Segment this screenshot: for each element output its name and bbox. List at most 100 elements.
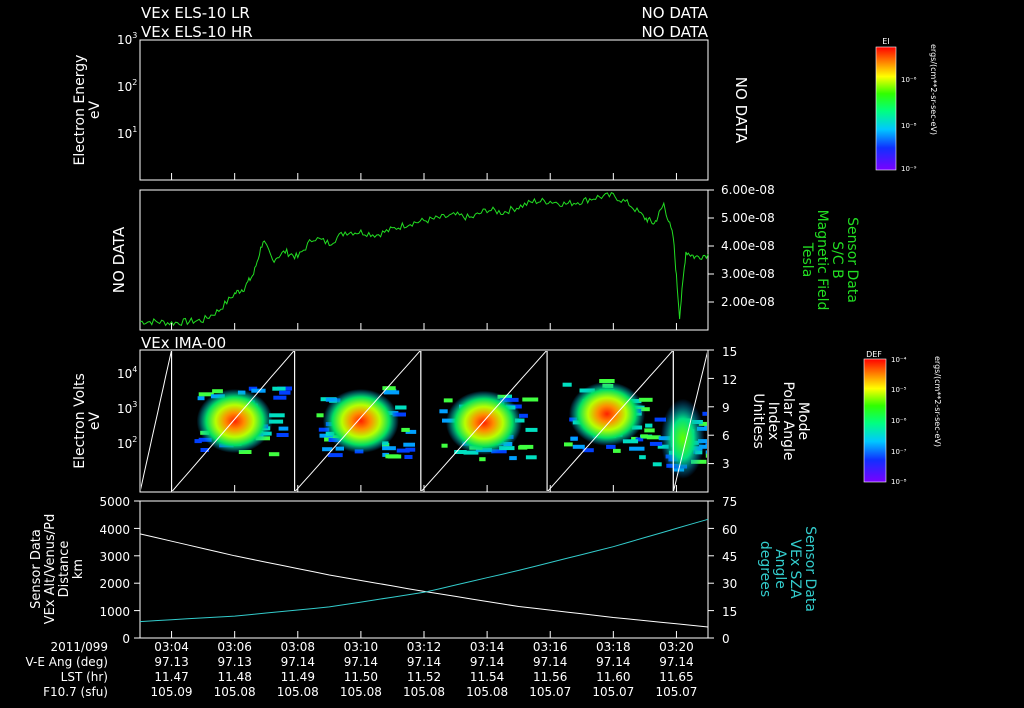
panel2-rlabel-line1: Sensor Data (844, 217, 860, 303)
panel4-rlabel-line3: Angle (772, 549, 788, 589)
footer-row-label: LST (hr) (61, 670, 108, 684)
footer-cell: 105.07 (529, 685, 571, 699)
heatmap-cell (404, 455, 413, 459)
panel1-no-data: NO DATA (732, 77, 750, 144)
heatmap-cell (335, 446, 344, 451)
heatmap-cell (505, 397, 519, 402)
panel1-frame (139, 39, 709, 181)
heatmap-cell (705, 450, 707, 455)
heatmap-cell (441, 443, 448, 448)
heatmap-cell (622, 439, 639, 444)
footer-cell: 11.56 (533, 670, 567, 684)
footer-cell: 105.08 (277, 685, 319, 699)
heatmap-cell (194, 439, 202, 444)
footer-cell: 97.14 (344, 655, 378, 669)
panel2-ytick-4: 4.00e-08 (721, 239, 775, 253)
footer-cell: 03:12 (407, 640, 442, 654)
footer-cell: 97.14 (281, 655, 315, 669)
footer-cell: 11.54 (470, 670, 504, 684)
panel2-rlabel-line3: Magnetic Field (814, 210, 830, 311)
panel4-rlabel-line2: VEx SZA (787, 539, 803, 599)
panel4-ytick-4000: 4000 (99, 523, 130, 537)
heatmap-cell (613, 448, 621, 453)
panel2-yticks: 6.00e-08 5.00e-08 4.00e-08 3.00e-08 2.00… (721, 183, 775, 309)
panel1-ytick-1000: 103 (117, 31, 137, 47)
panel4-ylabel-line1: Sensor Data (29, 529, 44, 609)
footer-cell: 97.14 (407, 655, 441, 669)
heatmap-cell (405, 429, 417, 434)
colorbar2-units: ergs/(cm**2-sr-sec-eV) (933, 356, 942, 447)
panel4-rlabel: Sensor Data VEx SZA Angle degrees (757, 526, 818, 612)
panel4-rtick-60: 60 (722, 523, 737, 537)
heatmap-cell (439, 409, 448, 414)
footer-cell: 11.48 (217, 670, 251, 684)
footer-cell: 11.50 (344, 670, 378, 684)
footer-cell: 105.07 (592, 685, 634, 699)
panel2-no-data: NO DATA (110, 226, 128, 293)
heatmap-cell (638, 397, 653, 402)
heatmap-cell (383, 390, 400, 395)
heatmap-cell (396, 448, 410, 453)
colorbar1-tick-top: 10⁻⁶ (901, 76, 917, 84)
footer-cell: 11.47 (154, 670, 188, 684)
panel3-rtick-15: 15 (722, 345, 737, 359)
heatmap-cell (251, 388, 266, 393)
footer-cell: 97.13 (154, 655, 188, 669)
heatmap-cell (479, 457, 486, 462)
panel3-rtick-12: 12 (722, 373, 737, 387)
heatmap-cell (572, 444, 585, 449)
heatmap-cell (395, 405, 407, 410)
panel3-rlabel: Mode Polar Angle Index Unitless (750, 381, 811, 460)
header-line2-status: NO DATA (642, 23, 709, 41)
heatmap-cell (654, 417, 666, 422)
footer-row-label: V-E Ang (deg) (26, 655, 108, 669)
heatmap-cell (705, 453, 707, 458)
heatmap-blob (660, 398, 705, 479)
heatmap-cell (649, 441, 663, 446)
panel1-ytick-10: 101 (117, 125, 137, 141)
panel2-rlabel-line4: Tesla (799, 242, 815, 278)
footer-cell: 03:16 (533, 640, 568, 654)
panel2-rlabel-line2: S/C B (829, 241, 845, 278)
heatmap-cell (454, 450, 467, 454)
panel3-ylabel: Electron Volts eV (72, 373, 103, 469)
panel3-ytick-100: 102 (117, 435, 137, 451)
heatmap-cell (644, 428, 655, 433)
polar-index-sweep (141, 351, 707, 491)
panel1-ylabel-line2: eV (87, 100, 103, 119)
heatmap-cell (640, 434, 648, 439)
heatmap-cell (273, 395, 287, 400)
heatmap-cell (564, 442, 573, 447)
colorbar2-tick-2: 10⁻⁵ (891, 386, 907, 394)
colorbar1-title: EI (882, 37, 889, 46)
panel4-rtick-30: 30 (722, 577, 737, 591)
heatmap-cell (714, 473, 722, 477)
panel1-ytick-100: 102 (117, 78, 137, 94)
panel4-ylabel-line4: km (71, 559, 86, 579)
heatmap-cell (272, 386, 286, 391)
heatmap-cell (382, 446, 396, 451)
panel4-rticks: 75 60 45 30 15 0 (722, 495, 737, 646)
heatmap-cell (709, 466, 717, 470)
heatmap-cell (606, 444, 616, 449)
colorbar1 (875, 46, 897, 171)
heatmap-cell (631, 436, 638, 441)
panel2-ytick-5: 5.00e-08 (721, 211, 775, 225)
colorbar1-tick-bottom: 10⁻⁹ (901, 165, 917, 173)
heatmap-cell (719, 421, 731, 425)
heatmap-cell (522, 397, 539, 402)
colorbar2-title: DEF (866, 350, 882, 359)
heatmap-cell (382, 386, 396, 391)
panel4-ylabel-line3: Distance (57, 541, 72, 598)
colorbar2-tick-5: 10⁻⁸ (891, 478, 907, 486)
panel2-ytick-6: 6.00e-08 (721, 183, 775, 197)
footer-row-label: F10.7 (sfu) (43, 685, 108, 699)
header-line2: VEx ELS-10 HR (141, 23, 253, 41)
heatmap-cell (268, 419, 284, 424)
heatmap-cell (509, 456, 517, 461)
altitude-line (139, 533, 709, 628)
colorbar2 (863, 358, 887, 483)
heatmap-cell (327, 453, 343, 458)
heatmap-cell (582, 448, 594, 453)
